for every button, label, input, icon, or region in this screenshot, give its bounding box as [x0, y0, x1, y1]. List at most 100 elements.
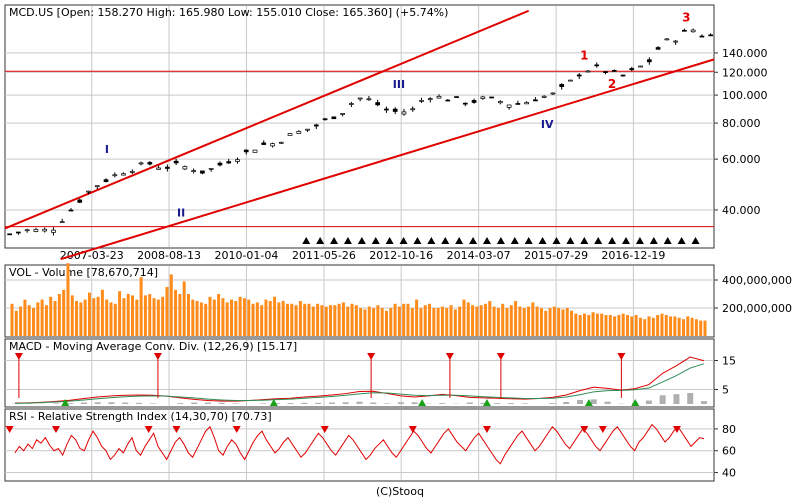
volume-bar	[574, 313, 578, 336]
candle-body	[550, 92, 556, 95]
volume-bar	[621, 313, 625, 336]
candle-body	[655, 47, 661, 50]
dividend-marker	[371, 237, 380, 244]
dividend-marker	[469, 237, 478, 244]
rsi-sell-marker	[5, 426, 14, 433]
candle-body	[489, 96, 494, 99]
macd-title: MACD - Moving Average Conv. Div. (12,26,…	[9, 340, 297, 353]
volume-bar	[372, 308, 376, 336]
volume-bar	[402, 303, 406, 336]
volume-bar	[673, 316, 677, 336]
candle-body	[68, 209, 74, 212]
rsi-y-axis: 40 60 80	[714, 423, 736, 480]
volume-bar	[669, 316, 673, 336]
candle-body	[121, 173, 126, 176]
candle-body	[182, 166, 188, 170]
volume-bar	[453, 309, 457, 336]
wave-label: IV	[541, 118, 554, 131]
price-x-axis: 2007-03-23 2008-08-13 2010-01-04 2011-05-26…	[60, 249, 666, 262]
wave-label: 1	[580, 48, 588, 62]
volume-y-axis: 200,000,000 400,000,000	[714, 274, 792, 315]
volume-bar	[531, 302, 535, 336]
y-tick-label: 15	[722, 355, 736, 368]
volume-panel: VOL - Volume [78,670,714] 200,000,000 400…	[4, 263, 792, 338]
volume-bar	[156, 299, 160, 336]
candle-body	[208, 168, 214, 170]
dividend-marker	[316, 237, 325, 244]
volume-bar	[27, 305, 31, 336]
candle-body	[699, 35, 705, 38]
candle-body	[357, 97, 363, 100]
volume-bar	[647, 316, 651, 336]
macd-histogram-bar	[218, 402, 225, 404]
volume-bar	[505, 308, 509, 336]
candle-body	[454, 96, 459, 98]
candle-body	[419, 100, 424, 102]
volume-bar	[471, 305, 475, 336]
dividend-marker	[580, 237, 589, 244]
macd-histogram-bar	[122, 402, 129, 404]
macd-sell-marker	[445, 353, 454, 360]
volume-bar	[174, 289, 178, 336]
macd-buy-marker	[584, 399, 593, 406]
wave-label: III	[393, 78, 405, 91]
volume-bar	[277, 302, 281, 336]
dividend-marker	[441, 237, 450, 244]
volume-bar	[311, 306, 315, 336]
volume-bar	[630, 316, 634, 336]
rsi-title: RSI - Relative Strength Index (14,30,70)…	[9, 410, 272, 423]
volume-bar	[604, 315, 608, 336]
volume-bar	[475, 306, 479, 336]
volume-bar	[350, 303, 354, 336]
dividend-marker	[538, 237, 547, 244]
macd-histogram-bar	[287, 403, 294, 404]
dividend-marker	[649, 237, 658, 244]
volume-bar	[96, 296, 100, 336]
volume-bar	[36, 302, 40, 336]
volume-bar	[539, 308, 543, 336]
volume-bar	[178, 294, 182, 336]
volume-bar	[122, 298, 126, 336]
y-tick-label: 60	[722, 445, 736, 458]
volume-bar	[638, 317, 642, 336]
macd-histogram-bar	[411, 402, 418, 404]
volume-bar	[565, 308, 569, 336]
candle-body	[59, 221, 65, 224]
candle-body	[384, 108, 389, 111]
volume-bar	[346, 306, 350, 336]
macd-grid	[5, 340, 714, 406]
volume-bar	[699, 320, 703, 336]
volume-bar	[600, 313, 604, 336]
volume-bar	[10, 303, 14, 336]
candle-body	[410, 108, 416, 111]
volume-bar	[324, 306, 328, 336]
volume-bar	[656, 315, 660, 336]
x-tick-label: 2016-12-19	[601, 249, 665, 262]
trend-lines	[4, 9, 715, 261]
volume-bar	[40, 299, 44, 336]
x-tick-label: 2012-10-16	[369, 249, 433, 262]
volume-bar	[273, 296, 277, 336]
volume-bar	[613, 316, 617, 336]
volume-bar	[242, 298, 246, 336]
dividend-marker	[357, 237, 366, 244]
rsi-sell-marker	[320, 426, 329, 433]
candle-body	[51, 229, 56, 233]
dividend-marker	[385, 237, 394, 244]
wave-label: 2	[608, 77, 616, 91]
volume-bar	[225, 302, 229, 336]
volume-bar	[694, 319, 698, 336]
dividend-marker	[413, 237, 422, 244]
volume-bar	[552, 306, 556, 336]
candle-body	[646, 59, 652, 63]
macd-histogram-bar	[439, 403, 446, 404]
volume-bar	[230, 299, 234, 336]
volume-bar	[221, 298, 225, 336]
candle-body	[243, 149, 249, 153]
volume-bar	[23, 299, 27, 336]
macd-histogram-bar	[80, 402, 87, 404]
dividend-marker	[566, 237, 575, 244]
candle-body	[217, 162, 223, 166]
volume-bar	[367, 306, 371, 336]
